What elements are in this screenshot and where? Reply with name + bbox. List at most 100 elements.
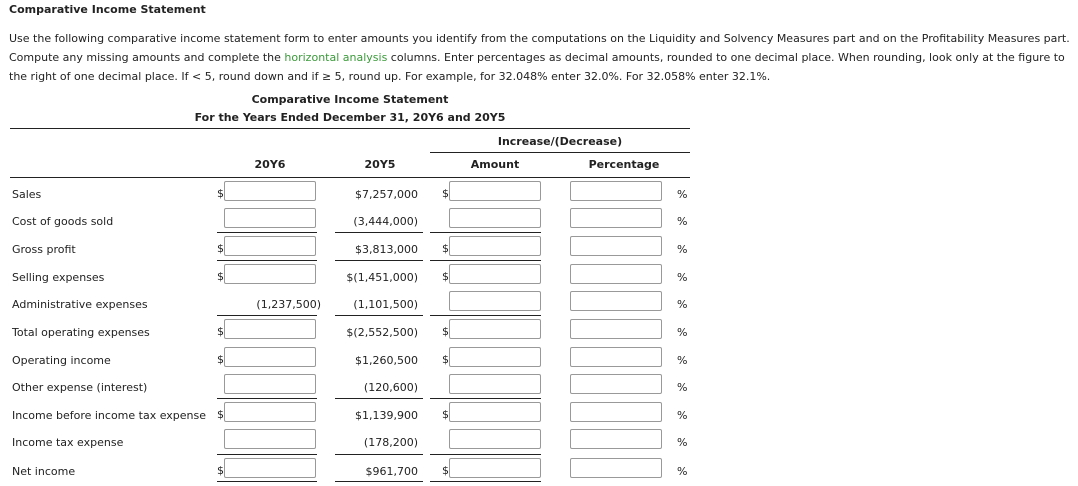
- divider: [10, 128, 690, 129]
- total-rule: [217, 315, 317, 316]
- y6-input[interactable]: [224, 374, 316, 394]
- instructions-text-end: columns. Enter percentages as decimal am…: [9, 51, 1065, 83]
- y5-value: (1,101,500): [353, 298, 418, 311]
- percent-sign: %: [677, 215, 688, 228]
- percent-sign: %: [677, 409, 688, 422]
- amount-input[interactable]: [449, 458, 541, 478]
- total-rule: [335, 398, 423, 399]
- amount-input[interactable]: [449, 181, 541, 201]
- total-rule: [335, 260, 423, 261]
- percentage-input[interactable]: [570, 402, 662, 422]
- dollar-sign: $: [442, 242, 449, 255]
- y5-value: (178,200): [363, 436, 418, 449]
- page-title: Comparative Income Statement: [9, 3, 206, 16]
- amount-input[interactable]: [449, 402, 541, 422]
- total-rule: [217, 454, 317, 455]
- amount-input[interactable]: [449, 264, 541, 284]
- row-label: Net income: [12, 465, 76, 478]
- group-header: Increase/(Decrease): [497, 135, 623, 148]
- divider: [430, 152, 690, 153]
- y6-input[interactable]: [224, 208, 316, 228]
- total-rule: [430, 315, 541, 316]
- dollar-sign: $: [217, 270, 224, 283]
- dollar-sign: $: [217, 325, 224, 338]
- row-label: Total operating expenses: [12, 326, 150, 339]
- dollar-sign: $: [217, 353, 224, 366]
- y6-input[interactable]: [224, 429, 316, 449]
- total-rule: [430, 260, 541, 261]
- amount-input[interactable]: [449, 347, 541, 367]
- percent-sign: %: [677, 354, 688, 367]
- y5-value: $(1,451,000): [346, 271, 418, 284]
- percentage-input[interactable]: [570, 319, 662, 339]
- amount-input[interactable]: [449, 236, 541, 256]
- total-rule: [335, 232, 423, 233]
- percentage-input[interactable]: [570, 208, 662, 228]
- amount-input[interactable]: [449, 208, 541, 228]
- percent-sign: %: [677, 326, 688, 339]
- dollar-sign: $: [217, 187, 224, 200]
- row-label: Administrative expenses: [12, 298, 148, 311]
- y6-input[interactable]: [224, 181, 316, 201]
- table-row: Selling expenses $ $(1,451,000) $%: [0, 260, 700, 292]
- percentage-input[interactable]: [570, 181, 662, 201]
- row-label: Selling expenses: [12, 271, 105, 284]
- row-label: Sales: [12, 188, 42, 201]
- amount-input[interactable]: [449, 291, 541, 311]
- y6-input[interactable]: [224, 458, 316, 478]
- percent-sign: %: [677, 243, 688, 256]
- percentage-input[interactable]: [570, 458, 662, 478]
- horizontal-analysis-link[interactable]: horizontal analysis: [284, 51, 388, 64]
- row-label: Income tax expense: [12, 436, 124, 449]
- y6-input[interactable]: [224, 264, 316, 284]
- y6-input[interactable]: [224, 347, 316, 367]
- percentage-input[interactable]: [570, 264, 662, 284]
- y5-value: $(2,552,500): [346, 326, 418, 339]
- percentage-input[interactable]: [570, 291, 662, 311]
- row-label: Cost of goods sold: [12, 215, 114, 228]
- amount-input[interactable]: [449, 319, 541, 339]
- y6-input[interactable]: [224, 319, 316, 339]
- row-label: Gross profit: [12, 243, 76, 256]
- percent-sign: %: [677, 465, 688, 478]
- total-rule: [430, 454, 541, 455]
- y5-value: $3,813,000: [355, 243, 418, 256]
- table-row: Gross profit $ $3,813,000 $%: [0, 232, 700, 264]
- col-percentage: Percentage: [588, 158, 660, 171]
- total-rule: [430, 481, 541, 482]
- divider: [10, 177, 690, 178]
- y5-value: $7,257,000: [355, 188, 418, 201]
- row-label: Income before income tax expense: [12, 409, 207, 422]
- y6-input[interactable]: [224, 236, 316, 256]
- y6-value: (1,237,500): [256, 298, 321, 311]
- percentage-input[interactable]: [570, 374, 662, 394]
- total-rule: [335, 315, 423, 316]
- dollar-sign: $: [442, 325, 449, 338]
- total-rule: [217, 398, 317, 399]
- col-20y5: 20Y5: [364, 158, 396, 171]
- total-rule: [335, 481, 423, 482]
- percentage-input[interactable]: [570, 347, 662, 367]
- col-20y6: 20Y6: [254, 158, 286, 171]
- dollar-sign: $: [442, 353, 449, 366]
- y6-input[interactable]: [224, 402, 316, 422]
- percentage-input[interactable]: [570, 236, 662, 256]
- table-row: Total operating expenses $ $(2,552,500) $%: [0, 315, 700, 347]
- total-rule: [217, 260, 317, 261]
- row-label: Operating income: [12, 354, 111, 367]
- table-row: Net income $ $961,700 $%: [0, 454, 700, 486]
- dollar-sign: $: [217, 408, 224, 421]
- amount-input[interactable]: [449, 374, 541, 394]
- row-label: Other expense (interest): [12, 381, 148, 394]
- instructions-text: Use the following comparative income sta…: [9, 32, 1070, 64]
- dollar-sign: $: [217, 464, 224, 477]
- dollar-sign: $: [217, 242, 224, 255]
- percentage-input[interactable]: [570, 429, 662, 449]
- table-row: Cost of goods sold (3,444,000)%: [0, 208, 700, 236]
- table-row: Administrative expenses (1,237,500) (1,101…: [0, 291, 700, 319]
- y5-value: $1,260,500: [355, 354, 418, 367]
- table-row: Sales $ $7,257,000 $%: [0, 181, 700, 209]
- amount-input[interactable]: [449, 429, 541, 449]
- total-rule: [430, 398, 541, 399]
- total-rule: [430, 232, 541, 233]
